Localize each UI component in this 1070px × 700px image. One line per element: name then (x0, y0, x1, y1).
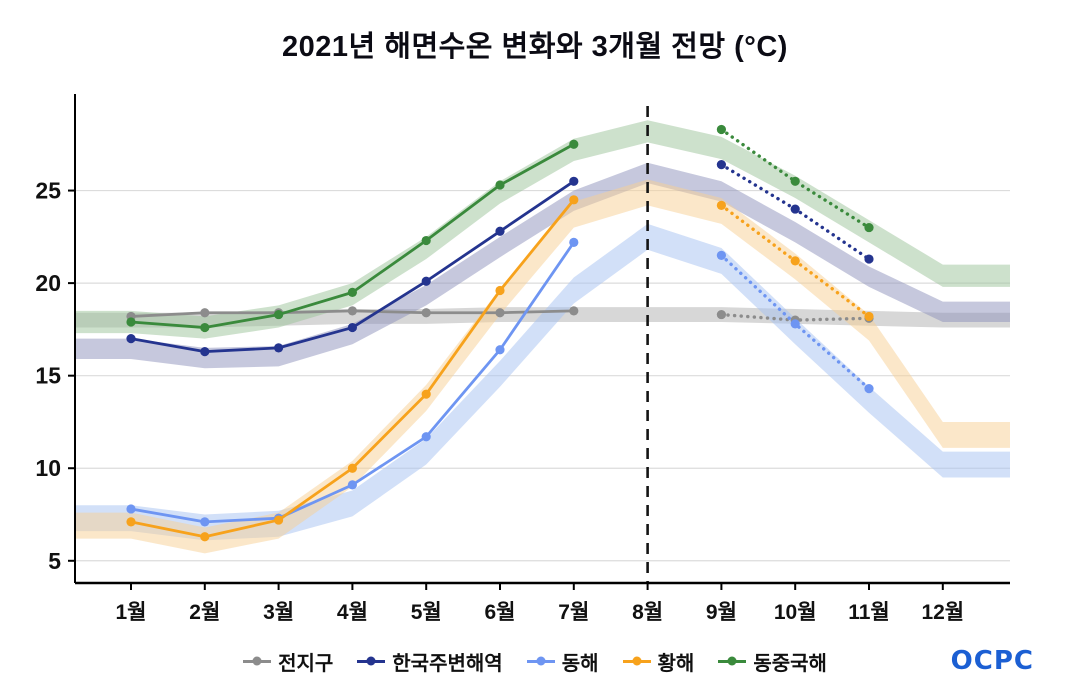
legend-item-korea-waters: 한국주변해역 (357, 647, 503, 676)
svg-text:5: 5 (48, 548, 61, 574)
legend-label-yellow-sea: 황해 (657, 652, 695, 675)
legend-label-east-sea: 동해 (561, 652, 599, 675)
legend-marker-korea-waters-icon (357, 659, 386, 663)
svg-text:10월: 10월 (774, 601, 817, 624)
svg-text:6월: 6월 (485, 601, 516, 624)
svg-text:11월: 11월 (848, 601, 890, 624)
svg-text:9월: 9월 (706, 601, 737, 624)
svg-text:4월: 4월 (337, 601, 368, 624)
svg-text:10: 10 (35, 455, 61, 481)
legend-label-global: 전지구 (278, 652, 334, 675)
chart-legend: 전지구 한국주변해역 동해 황해 동중국해 OCPC (0, 639, 1070, 683)
svg-text:25: 25 (35, 178, 61, 204)
svg-text:7월: 7월 (558, 601, 589, 624)
legend-marker-yellow-sea-icon (622, 659, 651, 663)
legend-item-east-sea: 동해 (526, 647, 599, 676)
svg-text:20: 20 (35, 270, 61, 296)
legend-item-yellow-sea: 황해 (622, 647, 695, 676)
chart-title: 2021년 해면수온 변화와 3개월 전망 (°C) (282, 31, 788, 63)
legend-label-korea-waters: 한국주변해역 (392, 652, 503, 675)
legend-item-east-china-sea: 동중국해 (718, 647, 827, 676)
svg-text:8월: 8월 (632, 601, 663, 624)
legend-item-global: 전지구 (243, 647, 333, 676)
svg-text:1월: 1월 (116, 601, 147, 624)
legend-label-east-china-sea: 동중국해 (753, 652, 827, 675)
sst-line-chart: 5 10 15 20 25 1월 2월 3월 4월 5월 6월 7월 8월 9월 10월 11월 12월 (35, 94, 1010, 624)
svg-text:2월: 2월 (189, 601, 220, 624)
svg-text:3월: 3월 (263, 601, 294, 624)
svg-text:15: 15 (35, 363, 61, 389)
ocpc-logo: OCPC (950, 646, 1034, 676)
legend-marker-global-icon (243, 659, 272, 663)
legend-marker-east-sea-icon (526, 659, 555, 663)
svg-text:12월: 12월 (921, 601, 964, 624)
svg-text:5월: 5월 (411, 601, 442, 624)
legend-marker-east-china-sea-icon (718, 659, 747, 663)
